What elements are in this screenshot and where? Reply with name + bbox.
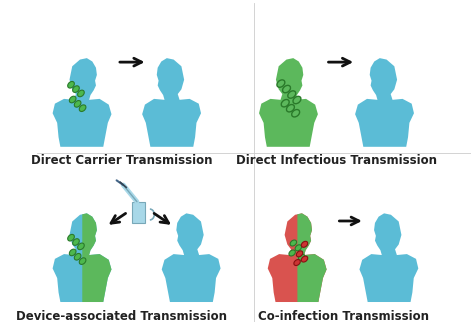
Text: Device-associated Transmission: Device-associated Transmission (16, 310, 227, 322)
Polygon shape (142, 58, 201, 147)
Ellipse shape (292, 110, 300, 117)
FancyBboxPatch shape (132, 202, 146, 223)
Polygon shape (268, 213, 327, 302)
Polygon shape (53, 58, 111, 147)
Ellipse shape (68, 81, 74, 88)
Ellipse shape (293, 96, 301, 104)
Ellipse shape (78, 90, 84, 97)
Ellipse shape (299, 254, 305, 260)
Ellipse shape (69, 96, 76, 103)
Ellipse shape (78, 243, 84, 250)
Ellipse shape (69, 249, 76, 256)
Ellipse shape (79, 258, 86, 264)
Ellipse shape (289, 250, 295, 256)
Polygon shape (162, 213, 220, 302)
Text: Co-infection Transmission: Co-infection Transmission (257, 310, 428, 322)
Ellipse shape (74, 101, 81, 107)
Ellipse shape (288, 91, 296, 98)
Text: Direct Carrier Transmission: Direct Carrier Transmission (31, 154, 212, 167)
Polygon shape (259, 58, 318, 147)
Polygon shape (359, 213, 419, 302)
Ellipse shape (281, 99, 289, 107)
Ellipse shape (73, 86, 79, 92)
Ellipse shape (294, 259, 301, 266)
Ellipse shape (73, 239, 79, 245)
Polygon shape (53, 213, 111, 302)
Polygon shape (297, 213, 327, 307)
Polygon shape (355, 58, 414, 147)
Ellipse shape (277, 80, 285, 87)
Ellipse shape (295, 245, 301, 251)
Ellipse shape (283, 85, 291, 93)
Ellipse shape (290, 240, 297, 246)
Ellipse shape (301, 256, 308, 262)
Ellipse shape (286, 105, 294, 112)
Ellipse shape (301, 241, 308, 247)
Polygon shape (82, 213, 111, 307)
Ellipse shape (74, 254, 81, 260)
Text: Direct Infectious Transmission: Direct Infectious Transmission (236, 154, 437, 167)
Ellipse shape (68, 235, 74, 241)
Ellipse shape (79, 105, 86, 112)
Ellipse shape (296, 251, 303, 257)
